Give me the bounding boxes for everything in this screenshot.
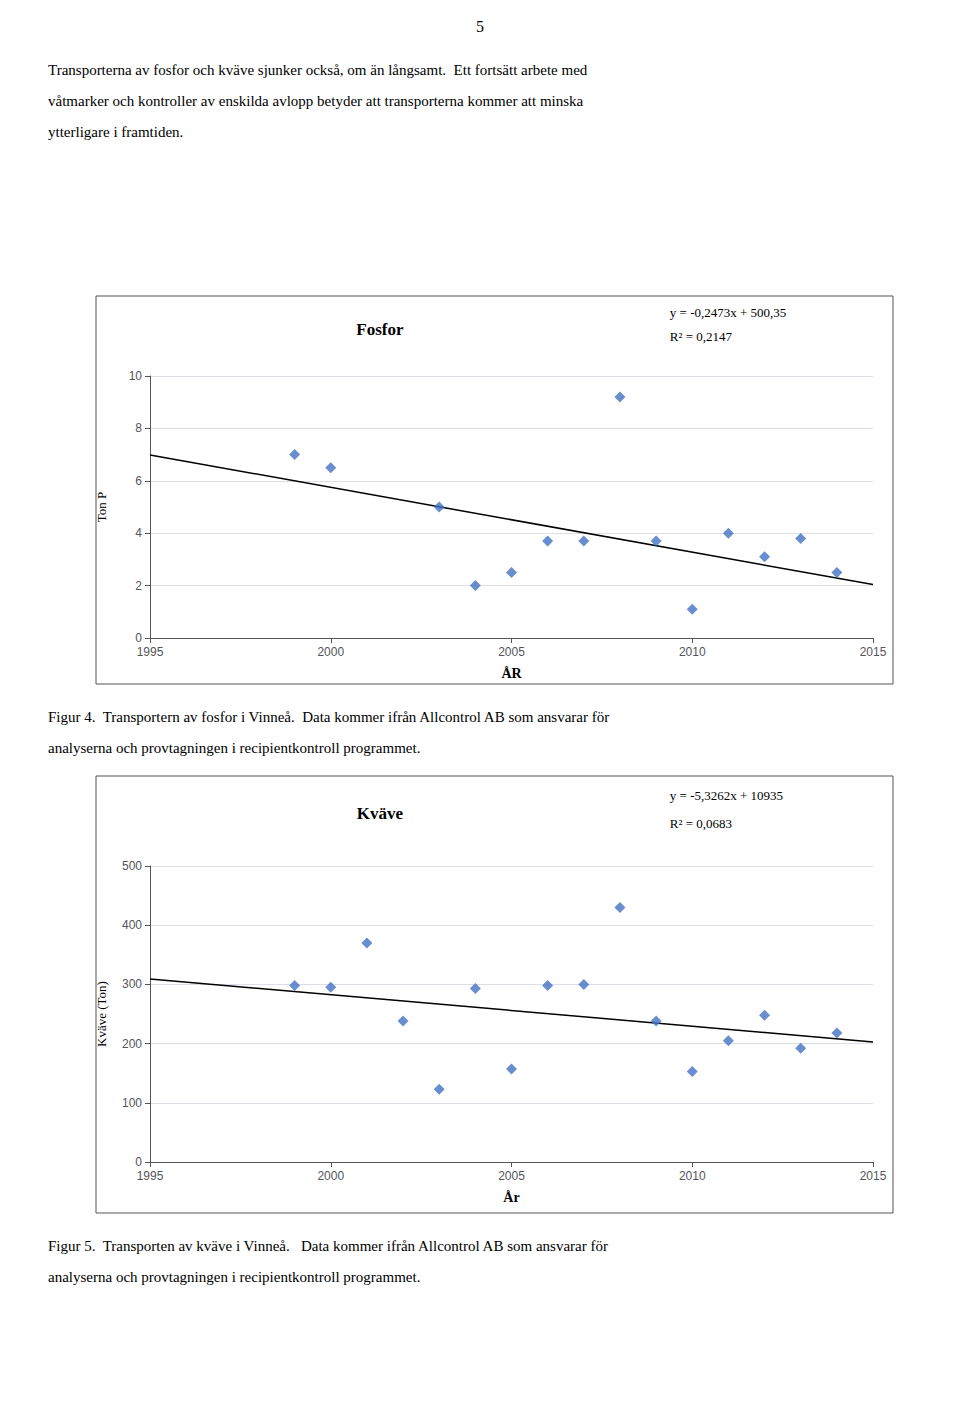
svg-text:2000: 2000 xyxy=(317,1169,344,1183)
svg-text:200: 200 xyxy=(122,1037,142,1051)
svg-text:analyserna och provtagningen i: analyserna och provtagningen i recipient… xyxy=(48,740,420,756)
svg-text:våtmarker och kontroller av en: våtmarker och kontroller av enskilda avl… xyxy=(48,93,584,109)
svg-text:Kväve (Ton): Kväve (Ton) xyxy=(94,981,109,1047)
svg-text:Ton P: Ton P xyxy=(94,492,109,523)
svg-text:0: 0 xyxy=(135,631,142,645)
svg-text:År: År xyxy=(503,1190,519,1205)
svg-text:Figur 5. Transporten av kväve: Figur 5. Transporten av kväve i Vinneå. … xyxy=(48,1238,608,1254)
svg-text:500: 500 xyxy=(122,859,142,873)
svg-text:R² = 0,0683: R² = 0,0683 xyxy=(670,816,732,831)
svg-text:8: 8 xyxy=(135,421,142,435)
svg-text:400: 400 xyxy=(122,918,142,932)
svg-text:2010: 2010 xyxy=(679,645,706,659)
svg-text:Figur 4. Transportern av fosf: Figur 4. Transportern av fosfor i Vinneå… xyxy=(48,709,609,725)
svg-text:0: 0 xyxy=(135,1155,142,1169)
svg-text:Transporterna av fosfor och kv: Transporterna av fosfor och kväve sjunke… xyxy=(48,62,588,78)
svg-text:Kväve: Kväve xyxy=(357,804,404,823)
svg-text:2005: 2005 xyxy=(498,645,525,659)
svg-text:ÅR: ÅR xyxy=(501,666,522,681)
svg-text:10: 10 xyxy=(129,369,143,383)
svg-text:5: 5 xyxy=(476,18,484,35)
svg-text:2010: 2010 xyxy=(679,1169,706,1183)
svg-text:4: 4 xyxy=(135,526,142,540)
svg-text:300: 300 xyxy=(122,977,142,991)
svg-text:ytterligare i framtiden.: ytterligare i framtiden. xyxy=(48,124,183,140)
svg-text:6: 6 xyxy=(135,474,142,488)
svg-text:y = -0,2473x + 500,35: y = -0,2473x + 500,35 xyxy=(670,305,787,320)
svg-text:1995: 1995 xyxy=(137,645,164,659)
svg-text:R² = 0,2147: R² = 0,2147 xyxy=(670,329,733,344)
svg-text:2005: 2005 xyxy=(498,1169,525,1183)
svg-text:100: 100 xyxy=(122,1096,142,1110)
svg-text:2015: 2015 xyxy=(860,645,887,659)
svg-text:y = -5,3262x + 10935: y = -5,3262x + 10935 xyxy=(670,788,783,803)
svg-text:1995: 1995 xyxy=(137,1169,164,1183)
svg-text:Fosfor: Fosfor xyxy=(356,320,404,339)
svg-text:2000: 2000 xyxy=(317,645,344,659)
svg-text:2015: 2015 xyxy=(860,1169,887,1183)
svg-text:analyserna och provtagningen i: analyserna och provtagningen i recipient… xyxy=(48,1269,420,1285)
svg-text:2: 2 xyxy=(135,579,142,593)
